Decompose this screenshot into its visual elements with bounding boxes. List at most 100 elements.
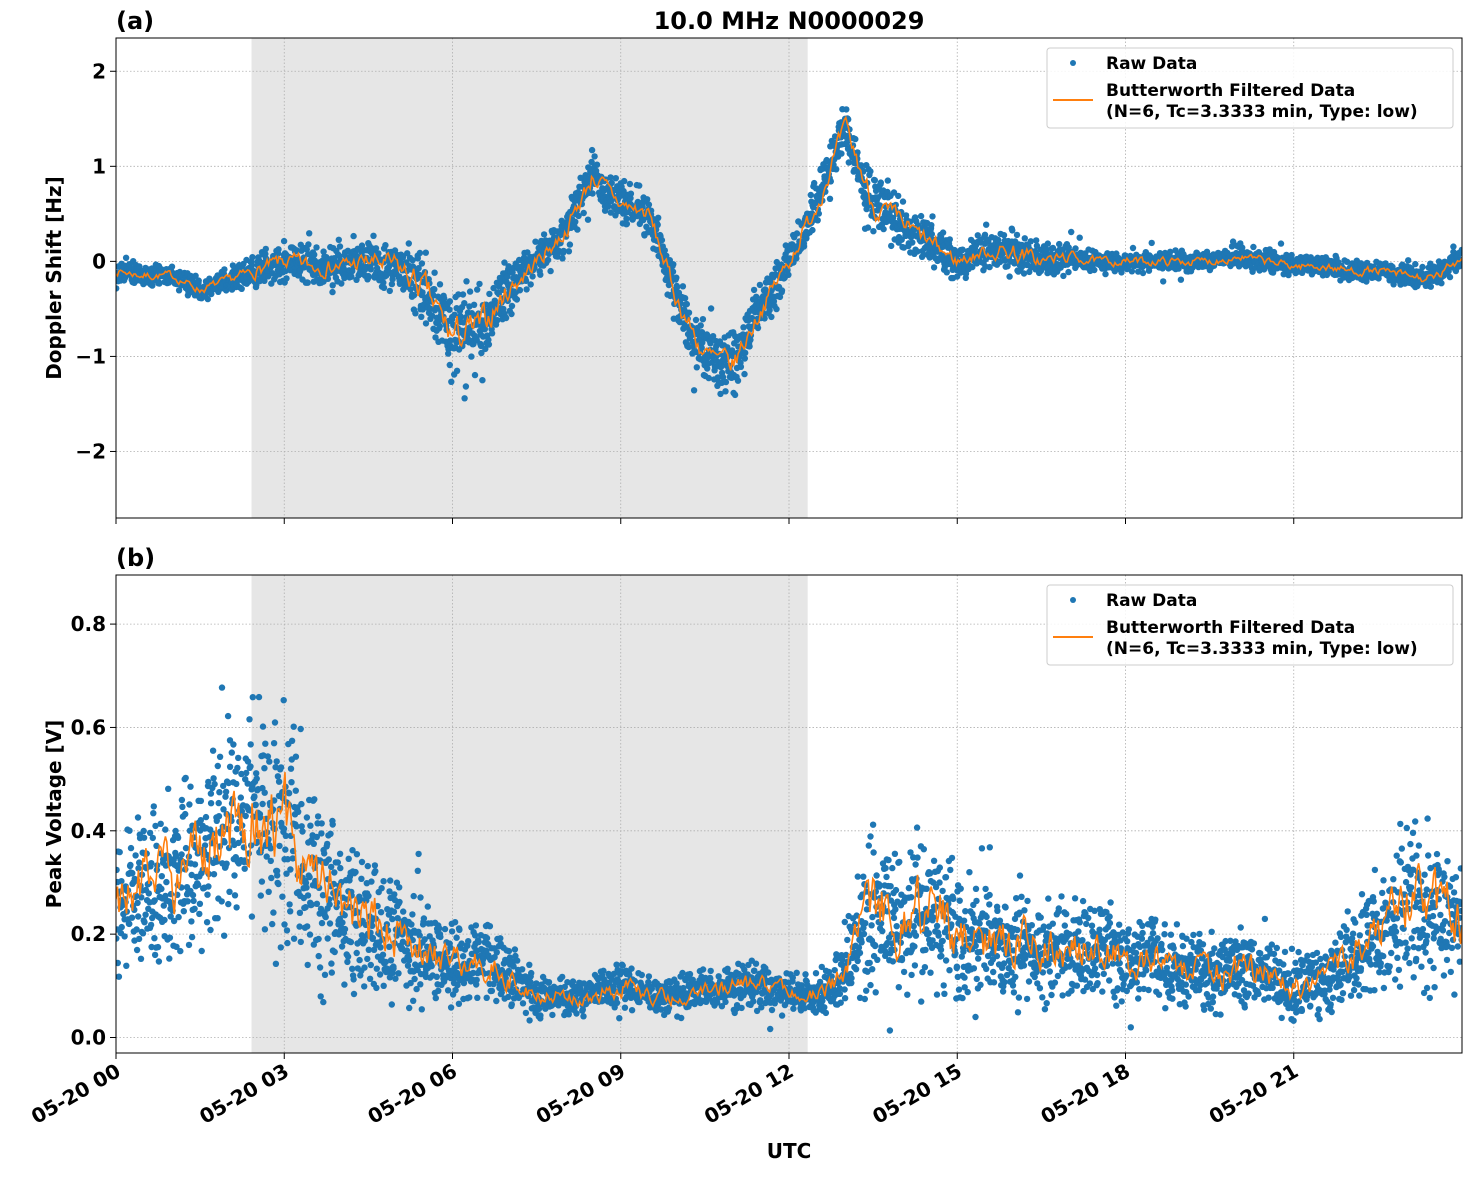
raw-data-point [880,226,886,232]
raw-data-point [273,961,279,967]
raw-data-point [487,923,493,929]
raw-data-point [387,288,393,294]
raw-data-point [1149,240,1155,246]
raw-data-point [313,244,319,250]
y-tick-label: 0.8 [71,612,106,636]
raw-data-point [151,803,157,809]
raw-data-point [229,749,235,755]
raw-data-point [235,755,241,761]
raw-data-point [286,901,292,907]
raw-data-point [741,371,747,377]
raw-data-point [306,230,312,236]
raw-data-point [123,255,129,261]
raw-data-point [419,289,425,295]
raw-data-point [327,920,333,926]
raw-data-point [529,273,535,279]
raw-data-point [691,387,697,393]
raw-data-point [628,191,634,197]
raw-data-point [146,890,152,896]
raw-data-point [559,974,565,980]
raw-data-point [408,921,414,927]
raw-data-point [453,935,459,941]
raw-data-point [328,864,334,870]
raw-data-point [779,287,785,293]
raw-data-point [405,963,411,969]
raw-data-point [338,280,344,286]
raw-data-point [870,228,876,234]
raw-data-point [415,868,421,874]
raw-data-point [183,775,189,781]
raw-data-point [442,926,448,932]
raw-data-point [585,217,591,223]
raw-data-point [1060,273,1066,279]
raw-data-point [291,936,297,942]
raw-data-point [305,962,311,968]
raw-data-point [1428,284,1434,290]
raw-data-point [566,1011,572,1017]
raw-data-point [546,979,552,985]
raw-data-point [391,909,397,915]
raw-data-point [324,841,330,847]
y-tick-label: 0.4 [71,819,106,843]
raw-data-point [486,341,492,347]
raw-data-point [126,921,132,927]
raw-data-point [472,372,478,378]
raw-data-point [319,820,325,826]
raw-data-point [179,797,185,803]
raw-data-point [182,811,188,817]
raw-data-point [304,814,310,820]
raw-data-point [126,828,132,834]
raw-data-point [299,828,305,834]
raw-data-point [346,856,352,862]
raw-data-point [152,952,158,958]
raw-data-point [117,849,123,855]
raw-data-point [659,237,665,243]
raw-data-point [268,875,274,881]
raw-data-point [178,851,184,857]
raw-data-point [447,298,453,304]
raw-data-point [497,935,503,941]
raw-data-point [388,957,394,963]
raw-data-point [574,226,580,232]
y-axis-label: Doppler Shift [Hz] [42,176,66,380]
raw-data-point [271,740,277,746]
raw-data-point [304,923,310,929]
raw-data-point [216,800,222,806]
raw-data-point [460,291,466,297]
raw-data-point [119,924,125,930]
raw-data-point [567,241,573,247]
raw-data-point [503,315,509,321]
raw-data-point [460,953,466,959]
raw-data-point [474,977,480,983]
raw-data-point [793,255,799,261]
raw-data-point [486,291,492,297]
raw-data-point [136,936,142,942]
raw-data-point [1130,245,1136,251]
raw-data-point [474,286,480,292]
raw-data-point [506,948,512,954]
raw-data-point [249,913,255,919]
raw-data-point [1091,267,1097,273]
raw-data-point [272,719,278,725]
raw-data-point [348,939,354,945]
raw-data-point [281,921,287,927]
raw-data-point [589,147,595,153]
raw-data-point [311,252,317,258]
raw-data-point [423,320,429,326]
raw-data-point [279,894,285,900]
raw-data-point [392,976,398,982]
raw-data-point [476,281,482,287]
raw-data-point [742,355,748,361]
raw-data-point [305,241,311,247]
raw-data-point [243,813,249,819]
raw-data-point [141,919,147,925]
raw-data-point [281,697,287,703]
raw-data-point [686,310,692,316]
raw-data-point [867,168,873,174]
raw-data-point [175,914,181,920]
raw-data-point [674,284,680,290]
raw-data-point [878,179,884,185]
raw-data-point [166,955,172,961]
raw-data-point [266,758,272,764]
raw-data-point [341,981,347,987]
